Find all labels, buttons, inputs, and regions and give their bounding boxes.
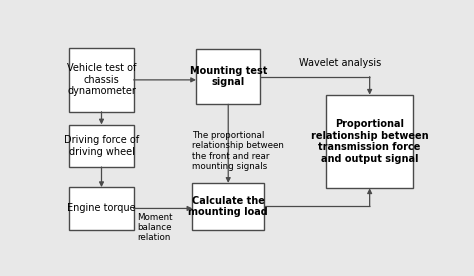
Bar <box>192 183 264 230</box>
Bar <box>69 187 134 230</box>
Bar <box>69 48 134 112</box>
Text: Mounting test
signal: Mounting test signal <box>190 66 267 87</box>
Text: Engine torque: Engine torque <box>67 203 136 213</box>
Text: Wavelet analysis: Wavelet analysis <box>299 58 381 68</box>
Text: Proportional
relationship between
transmission force
and output signal: Proportional relationship between transm… <box>311 119 428 164</box>
Text: Driving force of
driving wheel: Driving force of driving wheel <box>64 135 139 156</box>
Text: Vehicle test of
chassis
dynamometer: Vehicle test of chassis dynamometer <box>67 63 136 97</box>
Text: Moment
balance
relation: Moment balance relation <box>137 213 173 243</box>
Bar <box>69 124 134 167</box>
Text: The proportional
relationship between
the front and rear
mounting signals: The proportional relationship between th… <box>192 131 284 171</box>
Bar <box>196 49 260 104</box>
Text: Calculate the
mounting load: Calculate the mounting load <box>188 195 268 217</box>
Bar <box>327 95 413 188</box>
